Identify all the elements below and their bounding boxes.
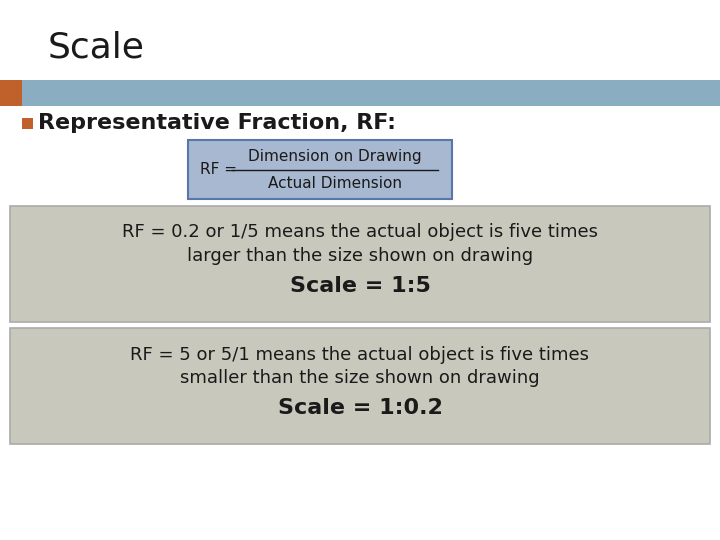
Text: Actual Dimension: Actual Dimension: [268, 176, 402, 191]
FancyBboxPatch shape: [10, 206, 710, 322]
Text: RF = 0.2 or 1/5 means the actual object is five times: RF = 0.2 or 1/5 means the actual object …: [122, 223, 598, 241]
Text: larger than the size shown on drawing: larger than the size shown on drawing: [187, 247, 533, 265]
Text: Representative Fraction, RF:: Representative Fraction, RF:: [38, 113, 396, 133]
Text: smaller than the size shown on drawing: smaller than the size shown on drawing: [180, 369, 540, 387]
FancyBboxPatch shape: [10, 328, 710, 444]
Text: Scale: Scale: [48, 31, 145, 65]
Text: RF = 5 or 5/1 means the actual object is five times: RF = 5 or 5/1 means the actual object is…: [130, 346, 590, 364]
FancyBboxPatch shape: [188, 140, 452, 199]
Bar: [22, 118, 33, 129]
Text: Scale = 1:0.2: Scale = 1:0.2: [278, 398, 442, 418]
Bar: [0, 80, 720, 106]
Bar: [0, 80, 22, 106]
Text: Dimension on Drawing: Dimension on Drawing: [248, 150, 422, 165]
Text: Scale = 1:5: Scale = 1:5: [289, 276, 431, 296]
Text: RF =: RF =: [200, 163, 242, 178]
